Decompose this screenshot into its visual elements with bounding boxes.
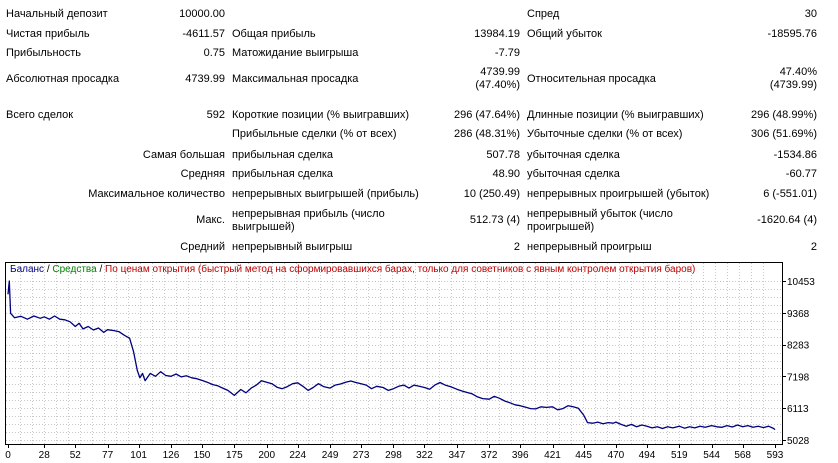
largest-loss-label: убыточная сделка: [527, 149, 620, 161]
maximal-drawdown-value: 4739.99: [480, 66, 520, 78]
total-trades-value: 592: [206, 109, 225, 121]
long-positions-value: 296 (48.99%): [750, 109, 817, 121]
relative-drawdown-label: Относительная просадка: [527, 73, 656, 85]
max-consecutive-losses-label: непрерывных проигрышей (убыток): [527, 188, 710, 200]
x-tick-label: 200: [258, 450, 275, 461]
gross-loss-label: Общий убыток: [527, 28, 602, 40]
relative-drawdown-percent: 47.40%: [779, 66, 817, 78]
legend-equity: Средства: [52, 264, 97, 275]
average-profit-value: 48.90: [492, 168, 520, 180]
max-consecutive-wins-label: непрерывных выигрышей (прибыль): [232, 188, 419, 200]
x-tick-label: 101: [130, 450, 147, 461]
legend-separator-2: /: [96, 264, 106, 275]
x-tick-label: 28: [39, 450, 51, 461]
x-tick-label: 568: [734, 450, 751, 461]
expected-payoff-label: Матожидание выигрыша: [232, 47, 359, 59]
legend-model: По ценам открытия (быстрый метод на сфор…: [105, 264, 696, 275]
largest-label: Самая большая: [142, 149, 225, 161]
max-consecutive-label: Максимальное количество: [88, 188, 225, 200]
gross-loss-value: -18595.76: [767, 28, 817, 40]
profit-trades-label: Прибыльные сделки (% от всех): [232, 128, 397, 140]
average-loss-label: убыточная сделка: [527, 168, 620, 180]
x-tick-label: 347: [448, 450, 465, 461]
x-tick-label: 494: [639, 450, 656, 461]
relative-drawdown-value: (4739.99): [769, 79, 817, 91]
x-tick-label: 224: [289, 450, 306, 461]
net-profit-label: Чистая прибыль: [6, 28, 90, 40]
absolute-drawdown-value: 4739.99: [185, 73, 225, 85]
largest-profit-label: прибыльная сделка: [232, 149, 334, 161]
max-consecutive-profit-value: 512.73 (4): [469, 214, 520, 226]
max-consecutive-profit-label: непрерывная прибыль (число выигрышей): [232, 208, 385, 233]
max-consecutive-amount-label: Макс.: [196, 214, 225, 226]
x-tick-label: 273: [353, 450, 370, 461]
y-tick-label: 8283: [787, 341, 810, 352]
profit-factor-value: 0.75: [203, 47, 225, 59]
balance-chart: 10453 9368 8283 7198 6113 5028 0 28 52 77 101 126 15…: [4, 261, 834, 463]
x-tick-label: 77: [102, 450, 114, 461]
x-tick-label: 298: [385, 450, 402, 461]
x-tick-label: 470: [608, 450, 625, 461]
average-label: Средняя: [180, 168, 225, 180]
x-tick-label: 322: [416, 450, 433, 461]
x-tick-label: 593: [767, 450, 784, 461]
max-consecutive-loss-label: непрерывный убыток (число проигрышей): [527, 208, 673, 233]
x-tick-label: 150: [194, 450, 211, 461]
profit-trades-value: 286 (48.31%): [453, 128, 520, 140]
y-tick-label: 10453: [787, 277, 815, 288]
largest-loss-value: -1534.86: [773, 149, 817, 161]
x-tick-label: 396: [512, 450, 529, 461]
spread-label: Спред: [527, 8, 560, 20]
maximal-drawdown-label: Максимальная просадка: [232, 73, 359, 85]
largest-profit-value: 507.78: [486, 149, 520, 161]
average-consecutive-wins-value: 2: [513, 241, 520, 253]
max-consecutive-losses-value: 6 (-551.01): [763, 188, 817, 200]
balance-chart-svg: 10453 9368 8283 7198 6113 5028 0 28 52 77 101 126 15…: [5, 262, 815, 461]
x-tick-label: 544: [703, 450, 720, 461]
long-positions-label: Длинные позиции (% выигравших): [527, 109, 704, 121]
chart-legend: Баланс / Средства / По ценам открытия (б…: [10, 264, 695, 275]
y-tick-label: 6113: [787, 404, 809, 415]
x-tick-label: 372: [481, 450, 498, 461]
gross-profit-value: 13984.19: [474, 28, 520, 40]
legend-separator-1: /: [44, 264, 53, 275]
average-consecutive-label: Средний: [180, 241, 225, 253]
loss-trades-value: 306 (51.69%): [750, 128, 817, 140]
average-consecutive-losses-label: непрерывный проигрыш: [527, 241, 652, 253]
max-consecutive-wins-value: 10 (250.49): [463, 188, 520, 200]
expected-payoff-value: -7.79: [494, 47, 520, 59]
total-trades-label: Всего сделок: [6, 109, 74, 121]
x-tick-label: 0: [5, 450, 11, 461]
x-tick-label: 445: [575, 450, 592, 461]
x-tick-label: 126: [163, 450, 180, 461]
gross-profit-label: Общая прибыль: [232, 28, 316, 40]
loss-trades-label: Убыточные сделки (% от всех): [527, 128, 683, 140]
absolute-drawdown-label: Абсолютная просадка: [6, 73, 120, 85]
x-tick-label: 175: [226, 450, 243, 461]
average-profit-label: прибыльная сделка: [232, 168, 334, 180]
short-positions-label: Короткие позиции (% выигравших): [232, 109, 410, 121]
initial-deposit-value: 10000.00: [179, 8, 225, 20]
plot-frame: [5, 262, 783, 445]
spread-value: 30: [804, 8, 817, 20]
x-tick-label: 52: [70, 450, 82, 461]
profit-factor-label: Прибыльность: [6, 47, 81, 59]
y-tick-label: 9368: [787, 309, 810, 320]
short-positions-value: 296 (47.64%): [453, 109, 520, 121]
average-loss-value: -60.77: [785, 168, 817, 180]
x-tick-label: 519: [671, 450, 688, 461]
y-tick-label: 5028: [787, 436, 810, 447]
x-tick-label: 421: [544, 450, 561, 461]
net-profit-value: -4611.57: [182, 28, 225, 40]
y-tick-label: 7198: [787, 372, 810, 383]
average-consecutive-losses-value: 2: [810, 241, 817, 253]
initial-deposit-label: Начальный депозит: [6, 8, 108, 20]
legend-balance: Баланс: [10, 264, 45, 275]
x-tick-label: 249: [322, 450, 339, 461]
balance-line: [7, 280, 776, 431]
max-consecutive-loss-value: -1620.64 (4): [757, 214, 817, 226]
average-consecutive-wins-label: непрерывный выигрыш: [232, 241, 353, 253]
maximal-drawdown-percent: (47.40%): [475, 79, 520, 91]
